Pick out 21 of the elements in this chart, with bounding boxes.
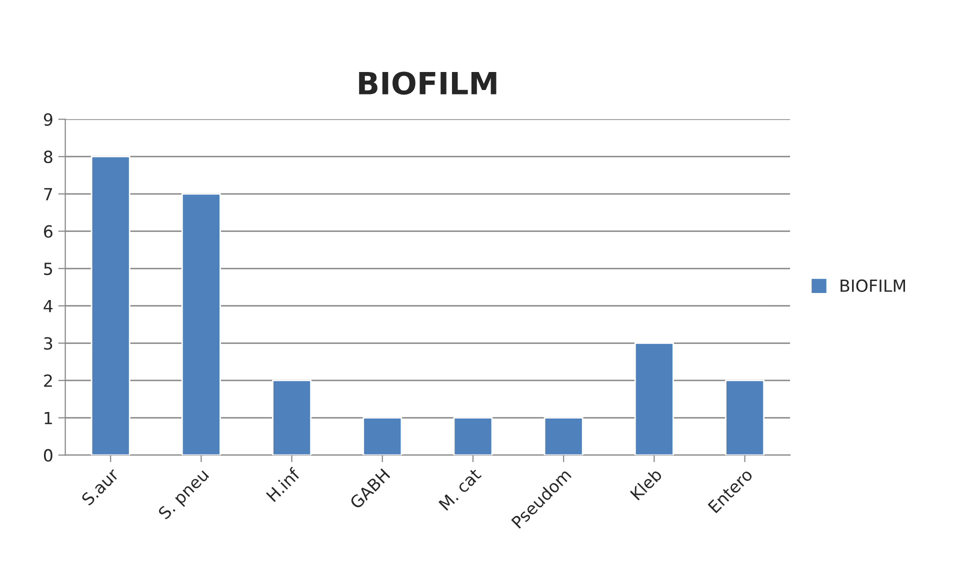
y-tick-label: 4 xyxy=(44,300,53,312)
y-tick-label: 5 xyxy=(44,262,52,276)
y-tick-label: 7 xyxy=(44,188,52,200)
bar xyxy=(725,380,764,456)
chart-title: BIOFILM xyxy=(359,72,496,95)
bar xyxy=(362,417,402,456)
y-tick-label: 0 xyxy=(44,449,52,462)
y-tick-label: 3 xyxy=(44,337,52,350)
y-tick-label: 9 xyxy=(44,113,52,126)
bar xyxy=(453,417,493,456)
bar xyxy=(634,342,674,456)
bar xyxy=(544,417,584,456)
bar xyxy=(272,380,312,456)
bar xyxy=(90,156,130,456)
x-tick-label: M. cat xyxy=(438,468,482,511)
legend-label: BIOFILM xyxy=(840,279,906,292)
y-tick-label: 2 xyxy=(44,374,52,387)
y-tick-label: 6 xyxy=(44,225,52,238)
y-tick-label: 8 xyxy=(44,150,52,164)
y-tick-label: 1 xyxy=(44,412,52,424)
bar xyxy=(181,193,221,456)
